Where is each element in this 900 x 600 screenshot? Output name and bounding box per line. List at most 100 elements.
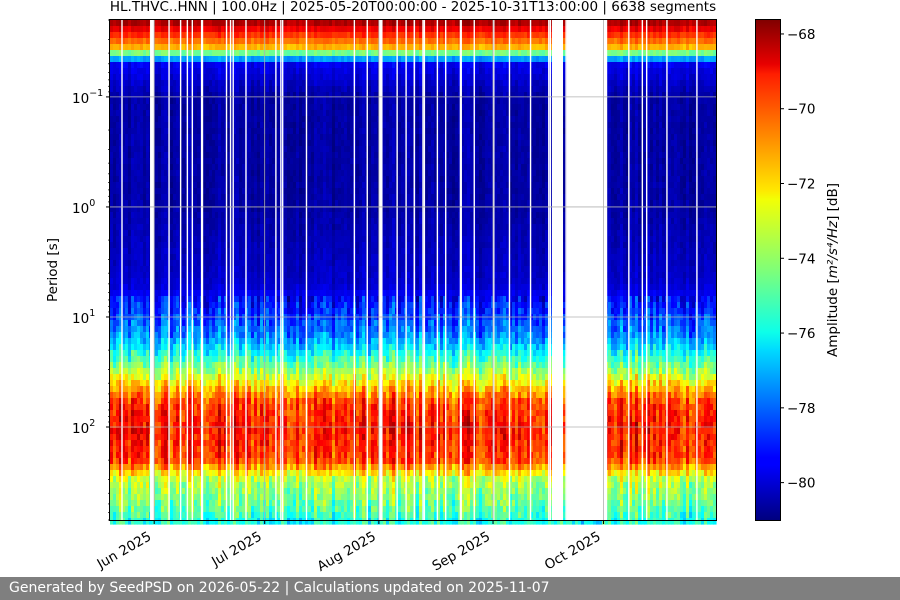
heatmap-cell (683, 38, 687, 45)
heatmap-cell (317, 80, 321, 87)
heatmap-cell (320, 56, 324, 63)
heatmap-cell (314, 134, 318, 141)
heatmap-cell (317, 44, 321, 51)
heatmap-cell (449, 104, 453, 111)
heatmap-cell (272, 152, 276, 159)
heatmap-cell (545, 122, 549, 129)
heatmap-cell (254, 50, 258, 57)
heatmap-cell (173, 68, 177, 75)
heatmap-cell (620, 116, 624, 123)
heatmap-cell (359, 104, 363, 111)
heatmap-cell (113, 122, 117, 129)
heatmap-cell (611, 26, 615, 33)
heatmap-cell (677, 92, 681, 99)
heatmap-cell (521, 104, 525, 111)
heatmap-cell (146, 158, 150, 165)
heatmap-cell (713, 80, 717, 87)
heatmap-cell (503, 146, 507, 153)
heatmap-cell (164, 104, 168, 111)
heatmap-cell (623, 86, 627, 93)
heatmap-cell (332, 164, 336, 171)
heatmap-cell (443, 140, 447, 147)
heatmap-cell (251, 146, 255, 153)
heatmap-cell (656, 86, 660, 93)
heatmap-cell (170, 140, 174, 147)
heatmap-cell (503, 122, 507, 129)
heatmap-cell (647, 62, 651, 69)
heatmap-cell (614, 44, 618, 51)
heatmap-cell (368, 74, 372, 81)
heatmap-cell (386, 140, 390, 147)
heatmap-cell (119, 20, 123, 27)
heatmap-cell (455, 152, 459, 159)
heatmap-cell (236, 116, 240, 123)
heatmap-cell (287, 110, 291, 117)
heatmap-cell (452, 62, 456, 69)
heatmap-cell (626, 20, 630, 27)
heatmap-cell (320, 164, 324, 171)
heatmap-cell (467, 158, 471, 165)
heatmap-cell (329, 44, 333, 51)
heatmap-cell (644, 140, 648, 147)
heatmap-cell (143, 134, 147, 141)
heatmap-cell (671, 152, 675, 159)
heatmap-cell (248, 80, 252, 87)
heatmap-cell (467, 38, 471, 45)
heatmap-cell (182, 146, 186, 153)
heatmap-cell (398, 56, 402, 63)
heatmap-cell (401, 98, 405, 105)
heatmap-cell (296, 38, 300, 45)
heatmap-cell (239, 32, 243, 39)
heatmap-cell (659, 32, 663, 39)
heatmap-cell (293, 92, 297, 99)
heatmap-cell (419, 98, 423, 105)
heatmap-cell (140, 68, 144, 75)
heatmap-cell (338, 44, 342, 51)
heatmap-cell (323, 104, 327, 111)
heatmap-cell (461, 80, 465, 87)
heatmap-cell (656, 80, 660, 87)
heatmap-cell (122, 50, 126, 57)
heatmap-cell (440, 92, 444, 99)
heatmap-cell (155, 152, 159, 159)
heatmap-cell (524, 92, 528, 99)
heatmap-cell (203, 98, 207, 105)
heatmap-cell (632, 92, 636, 99)
heatmap-cell (563, 134, 567, 141)
heatmap-cell (674, 38, 678, 45)
heatmap-cell (266, 38, 270, 45)
heatmap-cell (386, 158, 390, 165)
heatmap-cell (284, 128, 288, 135)
heatmap-cell (419, 134, 423, 141)
heatmap-cell (680, 80, 684, 87)
heatmap-cell (212, 50, 216, 57)
heatmap-cell (518, 50, 522, 57)
heatmap-cell (362, 158, 366, 165)
heatmap-cell (542, 128, 546, 135)
heatmap-cell (293, 98, 297, 105)
heatmap-cell (692, 68, 696, 75)
heatmap-cell (182, 128, 186, 135)
heatmap-cell (275, 50, 279, 57)
heatmap-cell (161, 32, 165, 39)
heatmap-cell (701, 50, 705, 57)
heatmap-cell (431, 62, 435, 69)
heatmap-cell (563, 44, 567, 51)
heatmap-cell (173, 116, 177, 123)
heatmap-cell (653, 80, 657, 87)
heatmap-cell (128, 104, 132, 111)
heatmap-cell (206, 152, 210, 159)
heatmap-cell (713, 50, 717, 57)
heatmap-cell (482, 68, 486, 75)
heatmap-cell (131, 44, 135, 51)
heatmap-cell (143, 104, 147, 111)
heatmap-cell (437, 98, 441, 105)
heatmap-cell (161, 116, 165, 123)
heatmap-cell (635, 38, 639, 45)
heatmap-cell (398, 32, 402, 39)
heatmap-cell (350, 158, 354, 165)
heatmap-cell (662, 26, 666, 33)
heatmap-cell (617, 74, 621, 81)
heatmap-cell (233, 140, 237, 147)
heatmap-cell (614, 32, 618, 39)
